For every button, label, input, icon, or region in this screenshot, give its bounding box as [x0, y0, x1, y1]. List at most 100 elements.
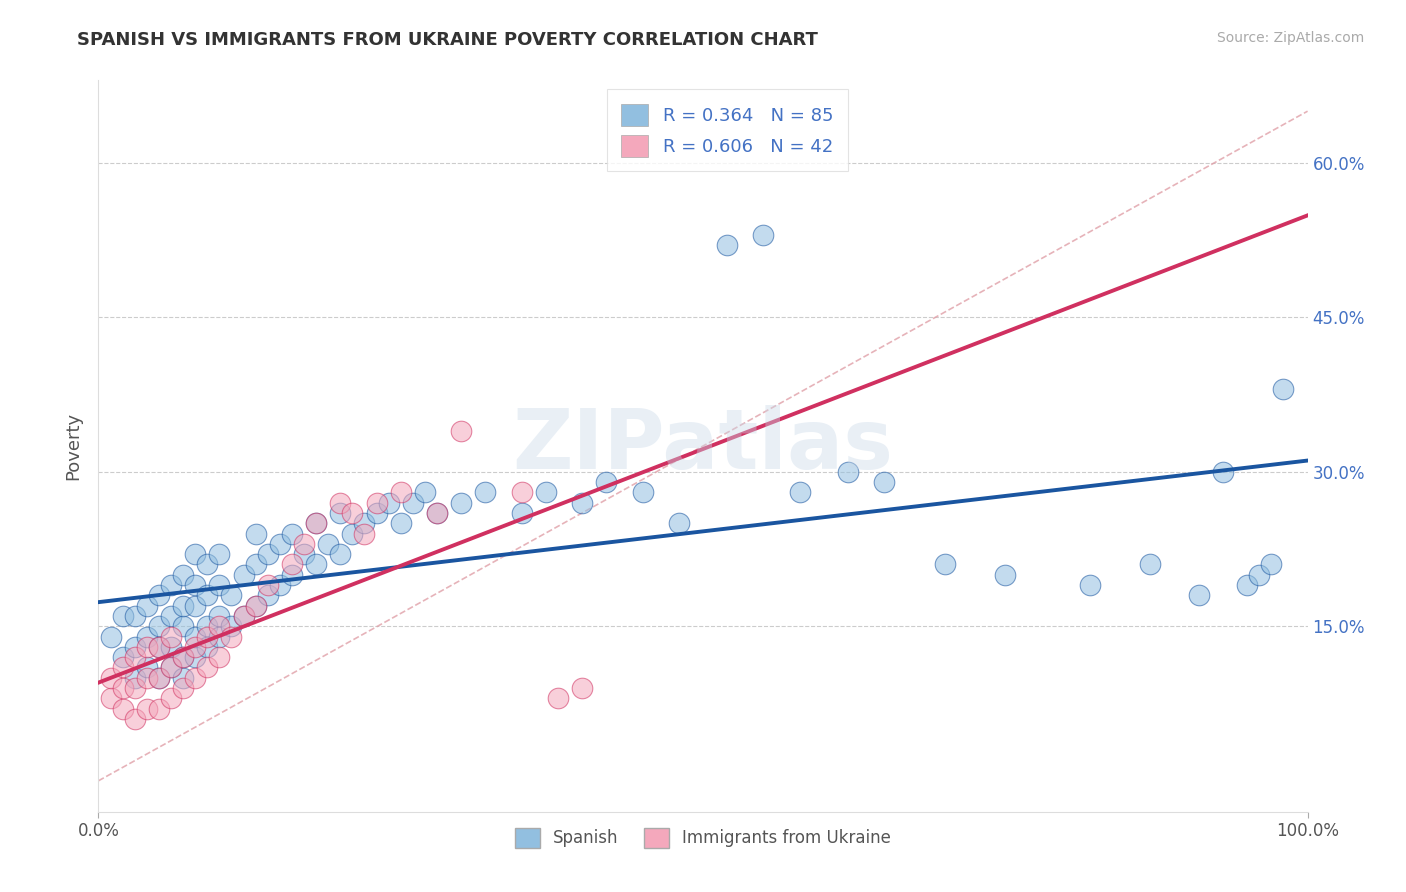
- Point: [269, 537, 291, 551]
- Point: [184, 547, 207, 561]
- Point: [111, 702, 134, 716]
- Point: [1260, 558, 1282, 572]
- Point: [269, 578, 291, 592]
- Point: [221, 588, 243, 602]
- Point: [124, 609, 146, 624]
- Point: [135, 599, 157, 613]
- Point: [111, 660, 134, 674]
- Point: [342, 506, 364, 520]
- Point: [124, 681, 146, 695]
- Point: [124, 650, 146, 665]
- Point: [1212, 465, 1234, 479]
- Text: Source: ZipAtlas.com: Source: ZipAtlas.com: [1216, 31, 1364, 45]
- Point: [413, 485, 436, 500]
- Y-axis label: Poverty: Poverty: [65, 412, 83, 480]
- Point: [184, 578, 207, 592]
- Point: [172, 619, 194, 633]
- Point: [148, 702, 170, 716]
- Point: [342, 526, 364, 541]
- Point: [148, 671, 170, 685]
- Point: [353, 526, 375, 541]
- Point: [111, 681, 134, 695]
- Point: [994, 567, 1017, 582]
- Point: [195, 660, 218, 674]
- Point: [172, 650, 194, 665]
- Point: [366, 506, 388, 520]
- Point: [329, 496, 352, 510]
- Point: [221, 630, 243, 644]
- Point: [100, 691, 122, 706]
- Point: [172, 650, 194, 665]
- Point: [148, 640, 170, 654]
- Legend: Spanish, Immigrants from Ukraine: Spanish, Immigrants from Ukraine: [509, 821, 897, 855]
- Point: [716, 238, 738, 252]
- Point: [534, 485, 557, 500]
- Point: [148, 619, 170, 633]
- Point: [184, 640, 207, 654]
- Point: [184, 630, 207, 644]
- Point: [160, 630, 183, 644]
- Point: [195, 558, 218, 572]
- Point: [837, 465, 859, 479]
- Point: [547, 691, 569, 706]
- Text: SPANISH VS IMMIGRANTS FROM UKRAINE POVERTY CORRELATION CHART: SPANISH VS IMMIGRANTS FROM UKRAINE POVER…: [77, 31, 818, 49]
- Point: [172, 599, 194, 613]
- Text: ZIPatlas: ZIPatlas: [513, 406, 893, 486]
- Point: [160, 609, 183, 624]
- Point: [195, 619, 218, 633]
- Point: [450, 496, 472, 510]
- Point: [160, 578, 183, 592]
- Point: [195, 640, 218, 654]
- Point: [160, 660, 183, 674]
- Point: [377, 496, 399, 510]
- Point: [631, 485, 654, 500]
- Point: [100, 630, 122, 644]
- Point: [160, 660, 183, 674]
- Point: [195, 588, 218, 602]
- Point: [256, 588, 278, 602]
- Point: [281, 567, 304, 582]
- Point: [510, 485, 533, 500]
- Point: [172, 681, 194, 695]
- Point: [426, 506, 449, 520]
- Point: [160, 640, 183, 654]
- Point: [1249, 567, 1271, 582]
- Point: [305, 516, 328, 531]
- Point: [292, 547, 315, 561]
- Point: [789, 485, 811, 500]
- Point: [232, 567, 254, 582]
- Point: [595, 475, 617, 489]
- Point: [245, 558, 267, 572]
- Point: [148, 640, 170, 654]
- Point: [316, 537, 339, 551]
- Point: [184, 650, 207, 665]
- Point: [208, 578, 231, 592]
- Point: [208, 619, 231, 633]
- Point: [245, 599, 267, 613]
- Point: [172, 671, 194, 685]
- Point: [124, 640, 146, 654]
- Point: [426, 506, 449, 520]
- Point: [1236, 578, 1258, 592]
- Point: [124, 712, 146, 726]
- Point: [256, 547, 278, 561]
- Point: [184, 599, 207, 613]
- Point: [292, 537, 315, 551]
- Point: [111, 650, 134, 665]
- Point: [111, 609, 134, 624]
- Point: [221, 619, 243, 633]
- Point: [148, 588, 170, 602]
- Point: [195, 630, 218, 644]
- Point: [124, 671, 146, 685]
- Point: [208, 630, 231, 644]
- Point: [873, 475, 896, 489]
- Point: [402, 496, 425, 510]
- Point: [232, 609, 254, 624]
- Point: [135, 630, 157, 644]
- Point: [329, 547, 352, 561]
- Point: [474, 485, 496, 500]
- Point: [208, 609, 231, 624]
- Point: [353, 516, 375, 531]
- Point: [510, 506, 533, 520]
- Point: [100, 671, 122, 685]
